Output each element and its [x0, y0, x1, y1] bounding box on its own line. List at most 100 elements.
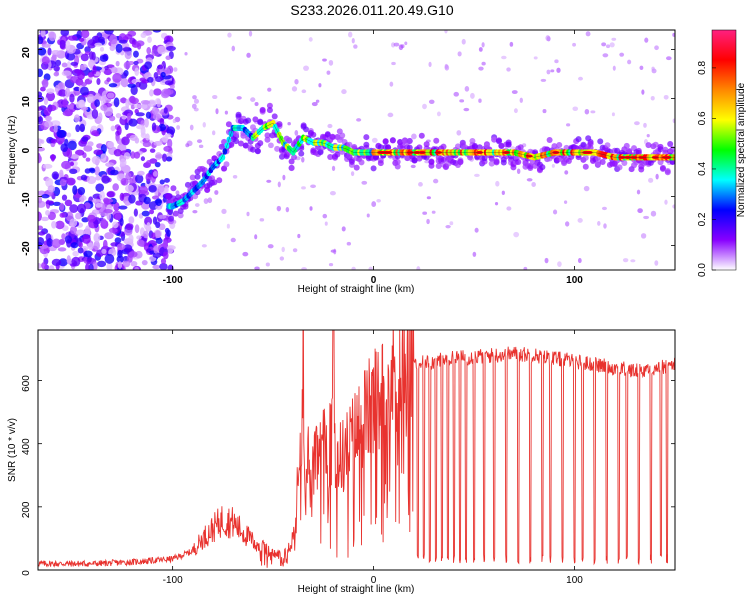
noise-blob [123, 152, 131, 160]
noise-blob [110, 66, 118, 74]
noise-blob [51, 50, 61, 56]
noise-blob [389, 81, 394, 87]
ridge-halo-blob [423, 141, 430, 148]
noise-blob [246, 211, 250, 217]
ridge-halo-blob [245, 117, 252, 124]
noise-blob [145, 111, 152, 119]
ridge-halo-blob [582, 154, 589, 161]
y-tick-label: 0 [21, 147, 32, 153]
noise-blob [215, 108, 219, 115]
noise-blob [103, 68, 113, 76]
ridge-halo-blob [582, 163, 589, 170]
noise-blob [478, 98, 482, 103]
ridge-halo-blob [266, 102, 273, 109]
noise-blob [72, 185, 78, 195]
noise-blob [83, 145, 93, 152]
noise-blob [142, 230, 149, 239]
noise-blob [276, 205, 282, 212]
ridge-halo-blob [271, 113, 278, 120]
noise-blob [254, 266, 260, 270]
noise-blob [546, 69, 551, 75]
ridge-halo-blob [336, 137, 343, 144]
noise-blob [136, 124, 146, 130]
noise-blob [70, 242, 79, 249]
noise-blob [80, 53, 89, 62]
noise-blob [41, 78, 49, 89]
noise-blob [40, 30, 46, 38]
noise-blob [163, 107, 168, 114]
noise-blob [99, 54, 108, 62]
noise-blob [523, 266, 528, 270]
noise-blob [531, 181, 536, 187]
noise-blob [155, 198, 162, 207]
noise-blob [643, 122, 647, 128]
ridge-halo-blob [399, 142, 406, 149]
ridge-halo-blob [505, 139, 512, 146]
noise-blob [116, 125, 122, 136]
noise-blob [279, 256, 285, 261]
noise-blob [639, 65, 644, 71]
noise-blob [605, 44, 611, 49]
noise-blob [104, 253, 115, 264]
noise-blob [125, 172, 132, 181]
noise-blob [98, 95, 105, 101]
noise-blob [112, 221, 119, 229]
noise-blob [67, 35, 78, 41]
noise-blob [470, 92, 475, 99]
ridge-halo-blob [237, 140, 244, 147]
noise-blob [637, 208, 643, 214]
ridge-halo-blob [257, 119, 264, 126]
noise-blob [142, 141, 152, 148]
noise-blob [666, 56, 672, 61]
noise-blob [154, 161, 161, 168]
noise-blob [121, 115, 127, 120]
noise-blob [609, 42, 615, 48]
noise-blob [265, 262, 270, 267]
noise-blob [89, 168, 96, 174]
colorbar-tick-label: 0.2 [697, 212, 708, 226]
noise-blob [566, 123, 571, 127]
noise-blob [416, 266, 421, 270]
ridge-halo-blob [498, 142, 505, 149]
noise-blob [112, 72, 122, 83]
noise-blob [59, 178, 67, 187]
noise-blob [65, 40, 71, 51]
noise-blob [459, 99, 465, 103]
noise-blob [424, 160, 430, 164]
noise-blob [162, 153, 167, 162]
noise-blob [101, 218, 107, 226]
noise-blob [38, 106, 43, 111]
noise-blob [556, 67, 561, 73]
noise-blob [165, 45, 176, 52]
y-tick-label: 400 [21, 438, 32, 455]
noise-blob [71, 256, 81, 267]
noise-blob [64, 199, 73, 207]
snr-xlabel: Height of straight line (km) [298, 584, 415, 595]
ridge-halo-blob [406, 144, 413, 151]
noise-blob [650, 210, 657, 217]
noise-blob [69, 204, 79, 213]
noise-blob [61, 194, 68, 201]
ridge-halo-blob [495, 137, 502, 144]
noise-blob [128, 118, 138, 127]
noise-blob [151, 195, 160, 200]
noise-blob [86, 93, 95, 104]
ridge-halo-blob [604, 142, 611, 149]
noise-blob [127, 83, 137, 88]
noise-blob [157, 45, 167, 55]
ridge-halo-blob [394, 158, 401, 165]
noise-blob [545, 35, 551, 41]
noise-blob [121, 136, 130, 146]
noise-blob [144, 118, 149, 128]
noise-blob [95, 175, 102, 181]
noise-blob [136, 239, 145, 247]
noise-blob [226, 223, 230, 229]
spectrogram-ylabel: Frequency (Hz) [7, 116, 18, 185]
noise-blob [474, 173, 480, 177]
ridge-halo-blob [385, 144, 392, 151]
noise-blob [151, 106, 159, 116]
noise-blob [159, 118, 165, 126]
noise-blob [87, 242, 94, 251]
